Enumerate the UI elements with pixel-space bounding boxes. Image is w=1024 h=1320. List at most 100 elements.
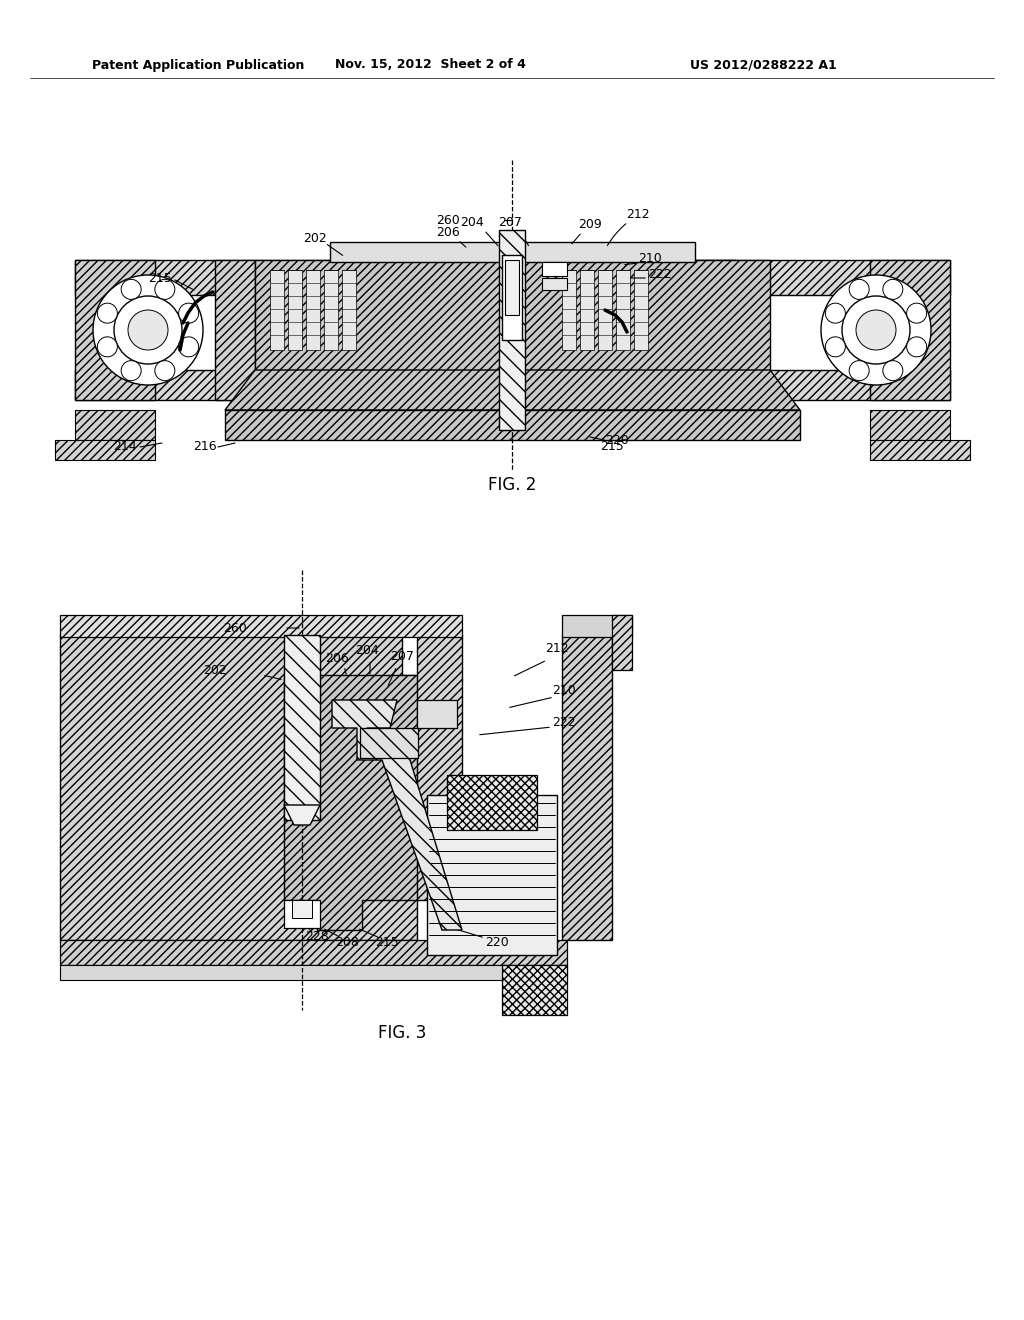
Bar (255, 260, 770, 400)
Text: 222: 222 (552, 715, 575, 729)
Text: 215: 215 (148, 272, 172, 285)
Text: 202: 202 (303, 231, 327, 244)
Circle shape (825, 304, 846, 323)
Text: 260: 260 (436, 214, 460, 227)
Circle shape (93, 275, 203, 385)
Polygon shape (284, 675, 417, 931)
Text: 222: 222 (648, 268, 672, 281)
Text: 220: 220 (485, 936, 509, 949)
Bar (562, 615, 632, 638)
Polygon shape (225, 370, 800, 411)
Bar (284, 900, 319, 928)
Text: US 2012/0288222 A1: US 2012/0288222 A1 (690, 58, 837, 71)
Text: 214: 214 (114, 441, 137, 454)
Polygon shape (417, 700, 457, 729)
Bar (75, 260, 950, 294)
Bar (55, 440, 155, 459)
Circle shape (883, 280, 903, 300)
Text: 212: 212 (627, 207, 650, 220)
Bar (542, 261, 567, 276)
Polygon shape (332, 700, 462, 931)
Bar (75, 411, 155, 440)
Bar (60, 940, 567, 965)
Text: 228: 228 (305, 931, 329, 944)
Circle shape (842, 296, 910, 364)
Bar (870, 411, 950, 440)
Circle shape (178, 337, 199, 356)
Text: 206: 206 (326, 652, 349, 664)
Bar (284, 635, 319, 820)
Text: 209: 209 (579, 219, 602, 231)
Text: FIG. 2: FIG. 2 (487, 477, 537, 494)
Bar (306, 271, 319, 350)
Text: 202: 202 (203, 664, 227, 676)
Circle shape (906, 337, 927, 356)
Circle shape (155, 280, 175, 300)
Bar (562, 271, 575, 350)
Text: 216: 216 (194, 441, 217, 454)
Circle shape (121, 280, 141, 300)
Text: 206: 206 (436, 227, 460, 239)
Circle shape (883, 360, 903, 380)
Circle shape (906, 304, 927, 323)
Bar (634, 271, 648, 350)
Bar (870, 440, 970, 459)
Bar (612, 615, 632, 671)
Bar (870, 260, 950, 400)
Text: 212: 212 (545, 642, 568, 655)
Text: 207: 207 (498, 215, 522, 228)
Circle shape (114, 296, 182, 364)
Text: 260: 260 (223, 622, 247, 635)
Bar (360, 729, 418, 758)
Bar (75, 370, 950, 400)
Bar (60, 615, 462, 638)
Circle shape (178, 304, 199, 323)
Circle shape (825, 337, 846, 356)
Text: Nov. 15, 2012  Sheet 2 of 4: Nov. 15, 2012 Sheet 2 of 4 (335, 58, 525, 71)
Circle shape (856, 310, 896, 350)
Bar (502, 255, 522, 341)
Polygon shape (60, 635, 462, 940)
Bar (225, 411, 800, 440)
Bar (324, 271, 338, 350)
Bar (505, 260, 519, 315)
Bar (580, 271, 594, 350)
Text: 220: 220 (605, 433, 629, 446)
Bar (695, 260, 735, 400)
Text: 215: 215 (375, 936, 399, 949)
Text: 204: 204 (460, 215, 484, 228)
Text: 210: 210 (552, 684, 575, 697)
Bar (75, 260, 155, 400)
Circle shape (849, 280, 869, 300)
Text: 215: 215 (600, 440, 624, 453)
Bar (598, 271, 612, 350)
Circle shape (97, 337, 118, 356)
Circle shape (128, 310, 168, 350)
Bar (330, 242, 695, 261)
Bar (342, 271, 356, 350)
Text: 207: 207 (390, 649, 414, 663)
Polygon shape (284, 805, 319, 825)
Circle shape (821, 275, 931, 385)
Bar (616, 271, 630, 350)
Text: 204: 204 (355, 644, 379, 656)
Text: 210: 210 (638, 252, 662, 264)
Circle shape (155, 360, 175, 380)
Bar (270, 271, 284, 350)
Text: Patent Application Publication: Patent Application Publication (92, 58, 304, 71)
Text: FIG. 3: FIG. 3 (378, 1024, 426, 1041)
Bar (499, 230, 525, 430)
Bar (292, 900, 312, 917)
Bar (502, 965, 567, 1015)
Bar (60, 965, 567, 979)
Bar (542, 279, 567, 290)
Bar (562, 635, 612, 940)
Bar (215, 260, 255, 400)
Bar (288, 271, 302, 350)
Circle shape (97, 304, 118, 323)
Circle shape (849, 360, 869, 380)
Bar (427, 795, 557, 954)
Circle shape (121, 360, 141, 380)
Text: 208: 208 (335, 936, 359, 949)
Bar (447, 775, 537, 830)
